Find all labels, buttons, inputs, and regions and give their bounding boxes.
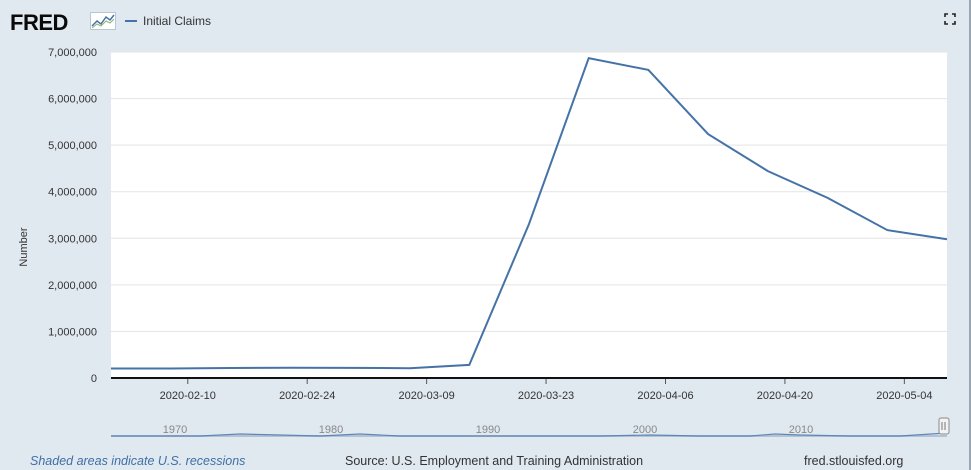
navigator-year-label: 1990 (476, 424, 500, 436)
y-tick-label: 7,000,000 (48, 47, 97, 59)
fred-logo[interactable]: FRED (10, 10, 68, 35)
navigator-year-label: 1980 (319, 424, 343, 436)
footer: Shaded areas indicate U.S. recessions So… (0, 452, 971, 470)
navigator-year-label: 1970 (163, 424, 187, 436)
window-edge (969, 0, 971, 470)
x-tick-label: 2020-04-20 (757, 390, 813, 402)
y-tick-label: 2,000,000 (48, 280, 97, 292)
navigator-year-label: 2000 (633, 424, 657, 436)
y-tick-label: 0 (91, 373, 97, 385)
chart-legend: Initial Claims (125, 14, 211, 28)
site-url[interactable]: fred.stlouisfed.org (804, 454, 904, 468)
logo-graph-icon (90, 12, 116, 30)
y-tick-label: 6,000,000 (48, 94, 97, 106)
x-tick-label: 2020-03-23 (518, 390, 574, 402)
x-tick-labels: 2020-02-10 2020-02-24 2020-03-09 2020-03-23… (160, 378, 932, 402)
recession-note-link[interactable]: Shaded areas indicate U.S. recessions (30, 454, 246, 468)
legend-swatch (125, 20, 137, 22)
x-tick-label: 2020-05-04 (876, 390, 932, 402)
y-tick-label: 3,000,000 (48, 233, 97, 245)
y-tick-labels: 0 1,000,000 2,000,000 3,000,000 4,000,000 5,0… (48, 47, 97, 385)
navigator[interactable]: 1970 1980 1990 2000 2010 (111, 413, 950, 441)
navigator-year-label: 2010 (789, 424, 813, 436)
y-tick-label: 1,000,000 (48, 326, 97, 338)
fullscreen-icon[interactable] (944, 13, 956, 25)
y-tick-label: 4,000,000 (48, 187, 97, 199)
y-tick-label: 5,000,000 (48, 140, 97, 152)
x-tick-label: 2020-02-24 (279, 390, 335, 402)
plot-area (111, 52, 947, 378)
navigator-handle[interactable] (938, 417, 950, 435)
legend-label: Initial Claims (143, 14, 212, 28)
x-tick-label: 2020-03-09 (398, 390, 454, 402)
grid-lines (111, 51, 947, 332)
x-tick-label: 2020-02-10 (160, 390, 216, 402)
navigator-labels: 1970 1980 1990 2000 2010 (163, 424, 813, 436)
x-tick-label: 2020-04-06 (637, 390, 693, 402)
source-text: Source: U.S. Employment and Training Adm… (345, 454, 644, 468)
navigator-series (111, 432, 948, 437)
